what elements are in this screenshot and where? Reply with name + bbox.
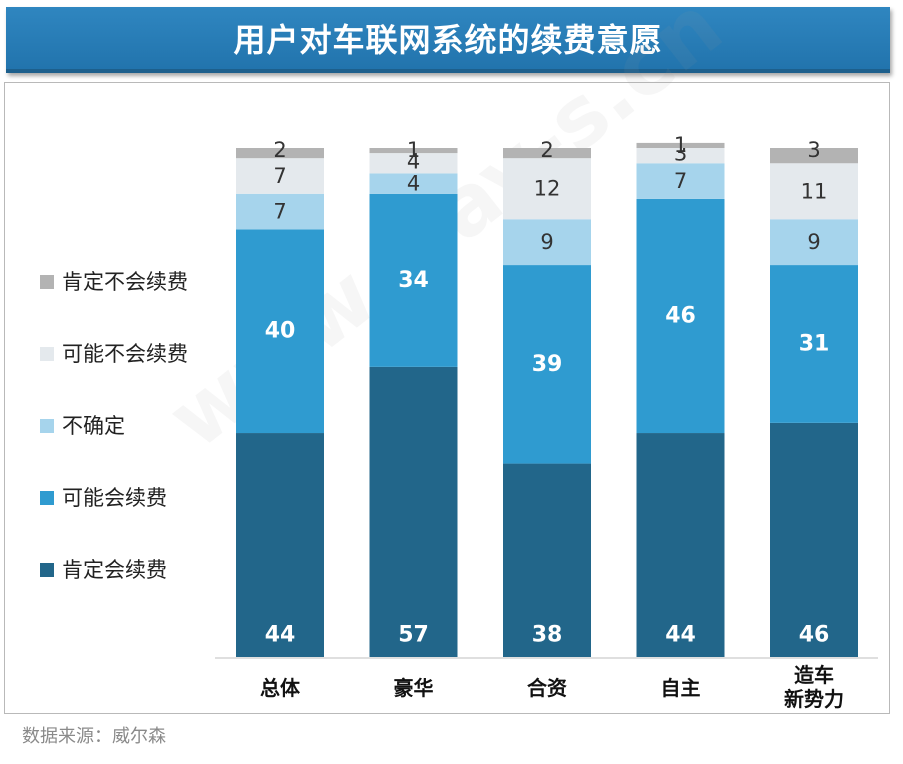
data-label: 44 (265, 623, 296, 648)
legend-swatch (40, 419, 54, 433)
bar-segment (369, 148, 458, 154)
legend-swatch (40, 563, 54, 577)
data-label: 44 (665, 623, 696, 648)
bar-segment (636, 148, 725, 164)
data-label: 3 (807, 138, 820, 162)
data-label: 57 (398, 623, 429, 648)
category-label: 自主 (661, 676, 701, 700)
legend-swatch (40, 347, 54, 361)
bar-segment (369, 193, 458, 367)
data-label: 9 (807, 230, 820, 254)
chart-title: 用户对车联网系统的续费意愿 (233, 21, 663, 59)
data-label: 39 (532, 352, 563, 377)
bar-segment (770, 265, 858, 423)
bar-segment (236, 158, 324, 194)
bar-segment (636, 198, 725, 434)
bar-segment (503, 148, 591, 159)
category-label: 豪华 (394, 676, 434, 700)
legend-label: 不确定 (62, 414, 125, 438)
data-label: 7 (273, 200, 286, 224)
data-label: 12 (534, 177, 561, 201)
data-label: 1 (674, 133, 687, 157)
data-label: 9 (540, 230, 553, 254)
data-label: 34 (398, 268, 429, 293)
category-label: 合资 (527, 676, 567, 700)
data-label: 46 (799, 623, 830, 648)
bar-segment (770, 422, 858, 657)
bar-segment (770, 148, 858, 164)
bar-segment (236, 193, 324, 230)
bar-segment (636, 142, 725, 148)
legend-label: 肯定不会续费 (62, 270, 188, 294)
data-label: 40 (265, 319, 296, 344)
bar-segment (503, 463, 591, 657)
legend-label: 肯定会续费 (62, 558, 167, 582)
bar-segment (636, 163, 725, 199)
bar-segment (369, 173, 458, 194)
data-label: 11 (801, 179, 828, 203)
data-label: 4 (407, 149, 420, 173)
legend-swatch (40, 491, 54, 505)
data-label: 46 (665, 303, 696, 328)
category-label: 新势力 (784, 687, 844, 711)
legend-label: 可能不会续费 (62, 342, 188, 366)
data-label: 7 (674, 169, 687, 193)
legend-swatch (40, 275, 54, 289)
bar-segment (236, 433, 324, 657)
bar-segment (636, 433, 725, 657)
bar-segment (503, 158, 591, 220)
bar-segment (236, 148, 324, 159)
category-label: 总体 (260, 676, 301, 700)
data-label: 1 (407, 138, 420, 162)
legend-label: 可能会续费 (62, 486, 167, 510)
data-label: 2 (273, 138, 286, 162)
data-label: 2 (540, 138, 553, 162)
bar-segment (503, 265, 591, 464)
category-label: 造车 (794, 663, 834, 687)
data-label: 38 (532, 623, 563, 648)
data-label: 31 (799, 331, 830, 356)
bar-segment (770, 163, 858, 220)
bar-segment (770, 219, 858, 266)
data-label: 7 (273, 164, 286, 188)
bar-segment (369, 366, 458, 657)
chart-title-bar: 用户对车联网系统的续费意愿 (6, 7, 890, 73)
bar-segment (369, 153, 458, 174)
bar-segment (503, 219, 591, 266)
bar-segment (236, 229, 324, 434)
data-label: 4 (407, 172, 420, 196)
source-note: 数据来源：威尔森 (22, 726, 166, 747)
